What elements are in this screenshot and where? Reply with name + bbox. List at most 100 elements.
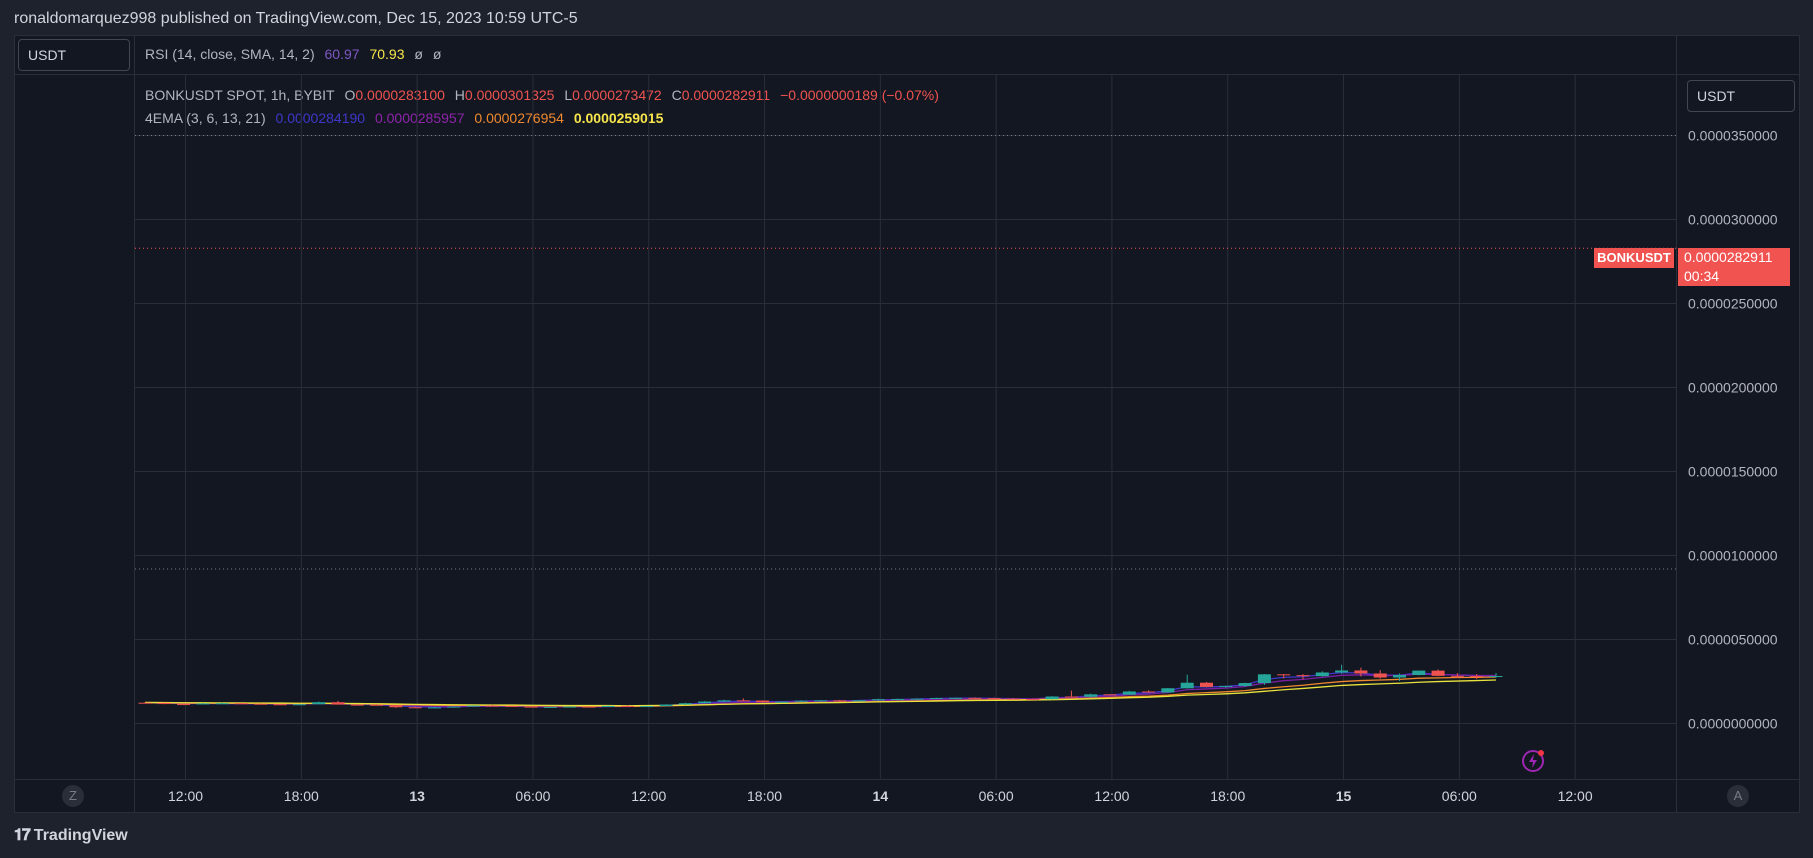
candle-body (717, 700, 731, 702)
low-value: 0.0000273472 (572, 87, 662, 103)
price-unit-button[interactable]: USDT (1687, 80, 1795, 112)
candle-body (350, 704, 364, 706)
candle-body (1161, 688, 1175, 693)
candle-body (292, 704, 306, 706)
rsi-ma-value: 70.93 (369, 46, 405, 62)
open-label: O (344, 87, 356, 103)
candle-body (698, 701, 712, 704)
candle-body (1393, 674, 1406, 678)
candle-body (1007, 698, 1020, 700)
x-tick-label: 13 (409, 788, 425, 804)
x-tick-label: 15 (1336, 788, 1352, 804)
candle-body (273, 704, 287, 706)
candle-body (1296, 675, 1310, 677)
rsi-title: RSI (14, close, SMA, 14, 2) (145, 46, 315, 62)
x-tick-label: 14 (873, 788, 889, 804)
candle-body (910, 698, 924, 700)
ema-line (144, 679, 1497, 707)
candle-body (389, 705, 403, 708)
ema-title: 4EMA (3, 6, 13, 21) (145, 110, 266, 126)
candle-body (1470, 676, 1484, 678)
auto-scale-right-button[interactable]: A (1727, 785, 1749, 807)
candle-body (1180, 682, 1194, 689)
candle-body (1315, 672, 1329, 677)
ema3-value: 0.0000276954 (474, 110, 564, 126)
candle-body (1238, 683, 1252, 686)
candle-body (1335, 670, 1349, 673)
candle-body (833, 700, 847, 702)
candle-body (659, 704, 673, 707)
auto-scale-left-button[interactable]: Z (62, 785, 84, 807)
brand-label: TradingView (33, 827, 128, 844)
candle-body (235, 703, 248, 705)
ema-legend: 4EMA (3, 6, 13, 21) 0.0000284190 0.00002… (145, 110, 669, 126)
tradingview-brand[interactable]: 𝟏𝟕 TradingView (14, 822, 128, 850)
chart-frame (14, 35, 1800, 813)
candle-body (968, 697, 982, 699)
y-tick-label: 0.0000100000 (1688, 548, 1778, 564)
y-tick-label: 0.0000250000 (1688, 296, 1778, 312)
x-tick-label: 12:00 (631, 788, 666, 804)
candle-body (736, 700, 750, 702)
candle-body (1026, 699, 1040, 701)
ohlc-legend: BONKUSDT SPOT, 1h, BYBIT O0.0000283100 H… (145, 87, 945, 103)
candle-body (1489, 676, 1503, 678)
candle-body (177, 704, 191, 706)
x-tick-label: 18:00 (1210, 788, 1245, 804)
candle-body (871, 699, 885, 701)
y-tick-label: 0.0000000000 (1688, 716, 1778, 732)
candle-body (466, 705, 480, 707)
candle-body (196, 703, 210, 705)
rsi-value: 60.97 (324, 46, 360, 62)
tradingview-logo-icon: 𝟏𝟕 (14, 827, 31, 844)
close-label: C (671, 87, 682, 103)
candle-body (524, 706, 538, 708)
y-tick-label: 0.0000050000 (1688, 632, 1778, 648)
candle-body (756, 700, 770, 703)
x-tick-label: 06:00 (515, 788, 550, 804)
x-tick-label: 18:00 (284, 788, 319, 804)
candle-body (543, 706, 557, 708)
candle-body (814, 700, 827, 702)
candle-body (1257, 674, 1271, 684)
candle-body (1219, 685, 1233, 687)
candle-body (1277, 674, 1291, 676)
candle-body (1412, 670, 1426, 675)
candle-body (254, 703, 268, 705)
ema4-value: 0.0000259015 (573, 110, 664, 126)
candle-body (447, 706, 461, 708)
rsi-unit-button[interactable]: USDT (18, 39, 130, 71)
change-value: −0.0000000189 (−0.07%) (780, 87, 939, 103)
candle-body (1122, 691, 1136, 695)
time-axis-divider (14, 779, 1800, 780)
candle-body (331, 702, 345, 705)
x-tick-label: 12:00 (1558, 788, 1593, 804)
rsi-extra-value-2: ø (432, 46, 442, 62)
x-tick-label: 06:00 (1442, 788, 1477, 804)
candle-body (1431, 670, 1445, 676)
candle-body (1084, 694, 1098, 697)
y-tick-label: 0.0000200000 (1688, 380, 1778, 396)
x-tick-label: 06:00 (979, 788, 1014, 804)
candle-body (1450, 675, 1464, 677)
right-axis-divider (1676, 35, 1677, 813)
candle-body (1142, 691, 1156, 693)
open-value: 0.0000283100 (355, 87, 445, 103)
lightning-icon[interactable] (1521, 749, 1545, 773)
x-tick-label: 18:00 (747, 788, 782, 804)
close-value: 0.0000282911 (681, 87, 771, 103)
ema2-value: 0.0000285957 (374, 110, 465, 126)
candle-body (215, 703, 229, 705)
candle-body (621, 705, 634, 707)
candle-body (1354, 670, 1368, 674)
candle-body (138, 702, 152, 704)
candle-body (891, 699, 905, 701)
candle-body (949, 697, 963, 699)
rsi-pane-divider (14, 74, 1800, 75)
candle-body (157, 702, 171, 705)
candle-body (312, 702, 326, 705)
candle-body (1373, 673, 1387, 678)
ema1-value: 0.0000284190 (275, 110, 366, 126)
candle-body (852, 700, 866, 702)
